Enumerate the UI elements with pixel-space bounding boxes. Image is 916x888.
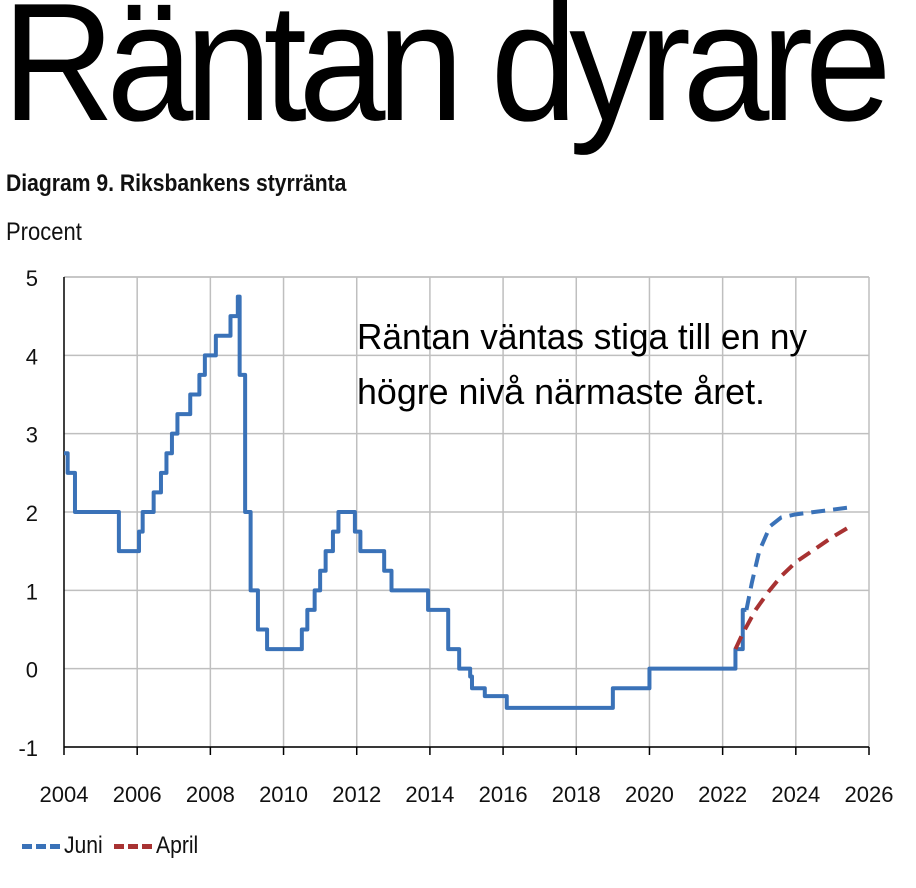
series-line-april-forecast xyxy=(733,524,852,650)
y-tick-label: -1 xyxy=(18,736,38,761)
x-tick-label: 2026 xyxy=(845,782,894,807)
y-tick-label: 2 xyxy=(26,501,38,526)
x-tick-label: 2024 xyxy=(771,782,820,807)
legend: Juni April xyxy=(22,832,210,860)
x-tick-label: 2022 xyxy=(698,782,747,807)
legend-label-juni: Juni xyxy=(64,832,103,859)
legend-item-april: April xyxy=(114,832,204,860)
x-tick-label: 2008 xyxy=(186,782,235,807)
legend-label-april: April xyxy=(156,832,199,859)
annotation-line: Räntan väntas stiga till en ny xyxy=(357,316,807,357)
headline: Räntan dyrare xyxy=(2,0,892,156)
x-tick-label: 2018 xyxy=(552,782,601,807)
x-tick-label: 2010 xyxy=(259,782,308,807)
axes xyxy=(63,277,870,755)
series-line-juni-outcome xyxy=(64,294,747,710)
diagram-title: Diagram 9. Riksbankens styrränta xyxy=(6,170,347,197)
legend-swatch-april xyxy=(114,843,153,849)
x-tick-label: 2016 xyxy=(479,782,528,807)
series-lines xyxy=(64,294,852,710)
y-tick-label: 1 xyxy=(26,579,38,604)
y-tick-label: 4 xyxy=(26,344,38,369)
series-line-juni-forecast xyxy=(744,505,851,611)
x-tick-label: 2012 xyxy=(332,782,381,807)
y-tick-label: 5 xyxy=(26,266,38,291)
y-tick-label: 0 xyxy=(26,658,38,683)
legend-item-juni: Juni xyxy=(22,832,108,860)
x-tick-label: 2020 xyxy=(625,782,674,807)
y-tick-label: 3 xyxy=(26,423,38,448)
legend-swatch-juni xyxy=(22,843,60,849)
x-tick-label: 2004 xyxy=(40,782,89,807)
annotation: Räntan väntas stiga till en ny högre nivå… xyxy=(357,316,807,412)
y-axis-unit-label: Procent xyxy=(6,218,82,246)
x-tick-label: 2014 xyxy=(405,782,454,807)
x-tick-label: 2006 xyxy=(113,782,162,807)
annotation-line: högre nivå närmaste året. xyxy=(357,371,765,412)
